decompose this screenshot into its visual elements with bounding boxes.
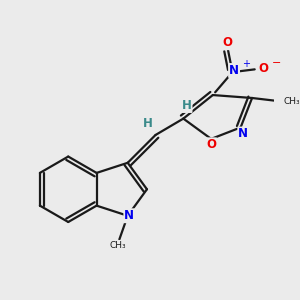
Text: O: O [206,138,216,151]
Text: O: O [223,36,232,49]
Text: CH₃: CH₃ [110,241,126,250]
Text: O: O [259,62,269,75]
Text: H: H [182,99,192,112]
Text: +: + [242,59,250,69]
Text: N: N [124,209,134,222]
Text: CH₃: CH₃ [283,97,300,106]
Text: −: − [272,58,281,68]
Text: N: N [238,128,248,140]
Text: N: N [229,64,239,77]
Text: H: H [142,117,152,130]
